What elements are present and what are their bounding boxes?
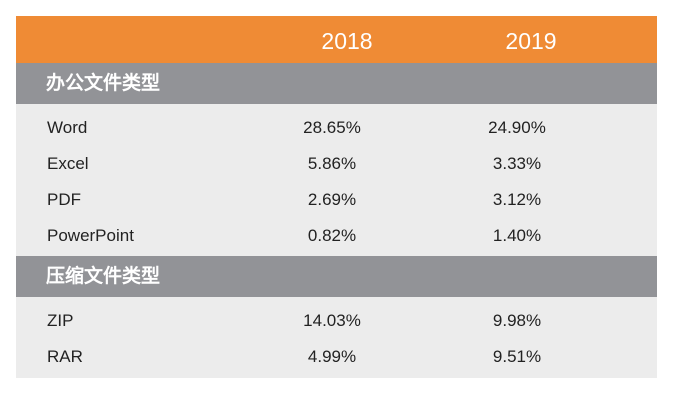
column-header-2018: 2018 [321, 28, 373, 54]
value-2019: 3.33% [492, 154, 542, 173]
section-body-office: Word 28.65% 24.90% Excel 5.86% 3.33% PDF… [16, 104, 657, 256]
table-row: Excel 5.86% 3.33% [16, 146, 657, 182]
column-header-2019: 2019 [505, 28, 557, 54]
file-type-name: PDF [47, 190, 81, 209]
file-type-name: Excel [47, 154, 89, 173]
value-2019: 1.40% [492, 226, 542, 245]
section-body-compressed: ZIP 14.03% 9.98% RAR 4.99% 9.51% [16, 297, 657, 378]
table-row: RAR 4.99% 9.51% [16, 339, 657, 375]
value-2019: 24.90% [488, 118, 546, 137]
table-row: PDF 2.69% 3.12% [16, 182, 657, 218]
file-type-table: 2018 2019 办公文件类型 Word 28.65% 24.90% Exce… [16, 16, 657, 380]
section-title: 办公文件类型 [46, 73, 161, 94]
value-2019: 3.12% [492, 190, 542, 209]
table-row: ZIP 14.03% 9.98% [16, 303, 657, 339]
file-type-name: ZIP [47, 311, 74, 330]
value-2018: 4.99% [307, 347, 357, 366]
section-title: 压缩文件类型 [46, 266, 161, 287]
table-row: PowerPoint 0.82% 1.40% [16, 218, 657, 254]
table-row: Word 28.65% 24.90% [16, 110, 657, 146]
section-header-compressed: 压缩文件类型 [16, 256, 657, 297]
table-header-row: 2018 2019 [16, 16, 657, 63]
file-type-name: RAR [47, 347, 83, 366]
value-2019: 9.51% [492, 347, 542, 366]
value-2018: 5.86% [307, 154, 357, 173]
value-2018: 2.69% [307, 190, 357, 209]
value-2018: 0.82% [307, 226, 357, 245]
value-2018: 28.65% [303, 118, 361, 137]
value-2019: 9.98% [492, 311, 542, 330]
section-header-office: 办公文件类型 [16, 63, 657, 104]
file-type-name: Word [47, 118, 88, 137]
value-2018: 14.03% [303, 311, 361, 330]
file-type-name: PowerPoint [47, 226, 134, 245]
